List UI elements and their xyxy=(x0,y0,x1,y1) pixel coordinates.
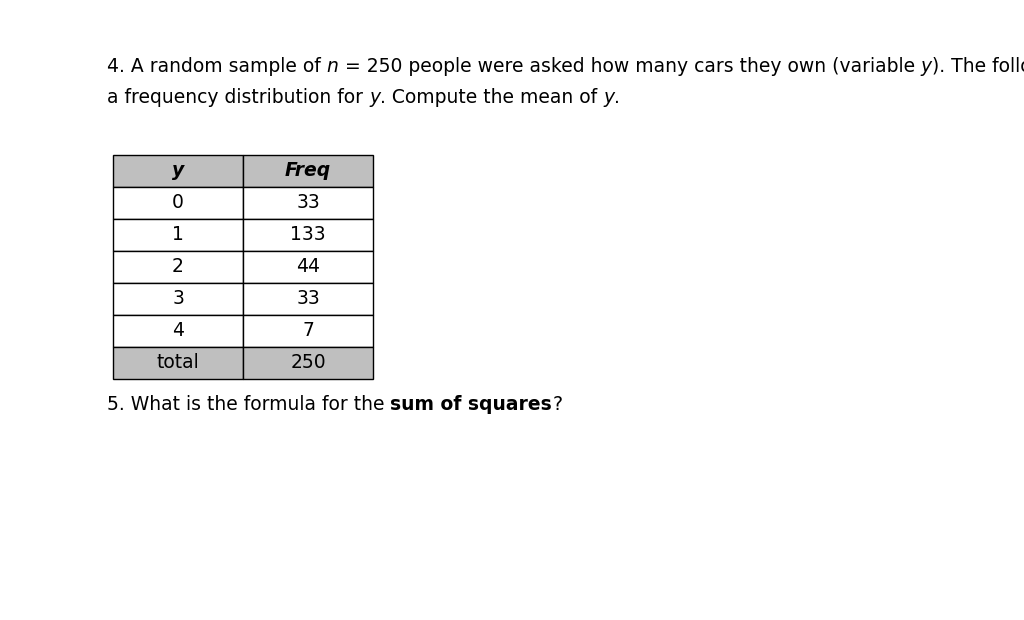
Bar xyxy=(243,347,373,379)
Text: .: . xyxy=(614,88,621,107)
Text: 3: 3 xyxy=(172,290,184,309)
Text: Freq: Freq xyxy=(285,161,331,180)
Bar xyxy=(113,155,243,187)
Text: ?: ? xyxy=(552,395,562,414)
Text: 33: 33 xyxy=(296,193,319,213)
Text: a frequency distribution for: a frequency distribution for xyxy=(106,88,369,107)
Bar xyxy=(243,187,373,219)
Text: 44: 44 xyxy=(296,257,319,277)
Text: 250: 250 xyxy=(290,353,326,373)
Text: 2: 2 xyxy=(172,257,184,277)
Bar xyxy=(113,251,243,283)
Bar xyxy=(113,315,243,347)
Text: total: total xyxy=(157,353,200,373)
Text: ). The following is: ). The following is xyxy=(932,57,1024,76)
Text: 133: 133 xyxy=(290,226,326,244)
Bar xyxy=(243,251,373,283)
Text: = 250 people were asked how many cars they own (variable: = 250 people were asked how many cars th… xyxy=(339,57,921,76)
Bar xyxy=(243,283,373,315)
Bar xyxy=(113,219,243,251)
Text: 7: 7 xyxy=(302,322,314,340)
Text: 4. A random sample of: 4. A random sample of xyxy=(106,57,327,76)
Bar xyxy=(113,283,243,315)
Text: 5. What is the formula for the: 5. What is the formula for the xyxy=(106,395,390,414)
Text: . Compute the mean of: . Compute the mean of xyxy=(380,88,603,107)
Text: n: n xyxy=(327,57,339,76)
Text: y: y xyxy=(369,88,380,107)
Text: 4: 4 xyxy=(172,322,184,340)
Text: y: y xyxy=(172,161,184,180)
Text: sum of squares: sum of squares xyxy=(390,395,552,414)
Text: 1: 1 xyxy=(172,226,184,244)
Bar xyxy=(113,347,243,379)
Bar xyxy=(243,315,373,347)
Bar xyxy=(243,219,373,251)
Text: y: y xyxy=(921,57,932,76)
Text: 0: 0 xyxy=(172,193,184,213)
Text: y: y xyxy=(603,88,614,107)
Bar xyxy=(113,187,243,219)
Bar xyxy=(243,155,373,187)
Text: 33: 33 xyxy=(296,290,319,309)
